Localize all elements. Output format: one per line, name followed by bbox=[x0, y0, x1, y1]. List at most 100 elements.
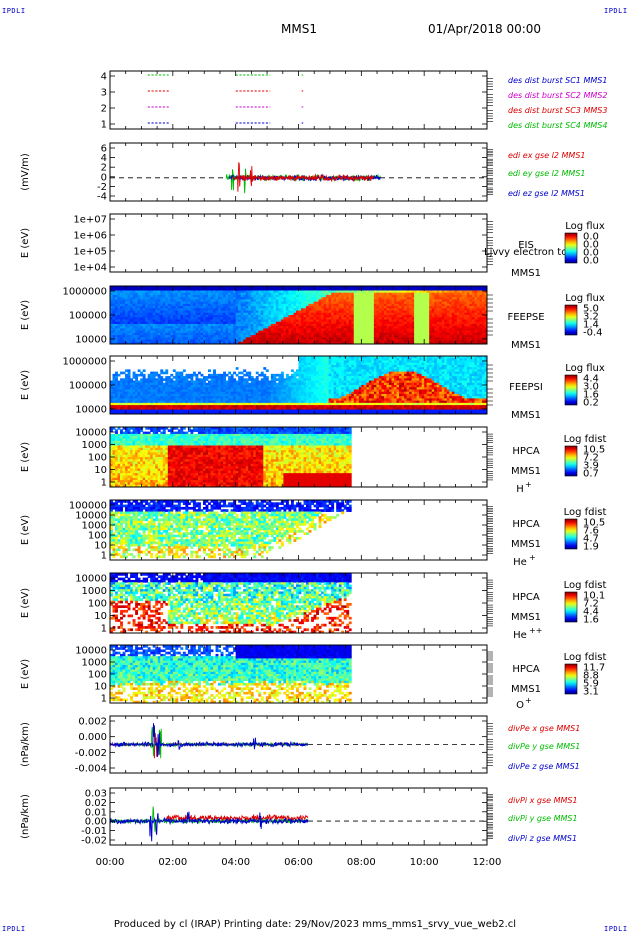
spectrogram-cell bbox=[280, 337, 284, 340]
spectrogram-cell bbox=[406, 323, 410, 327]
spectrogram-cell bbox=[165, 337, 169, 340]
spectrogram-cell bbox=[411, 341, 415, 345]
spectrogram-cell bbox=[155, 341, 159, 345]
spectrogram-cell bbox=[394, 306, 397, 309]
spectrogram-cell bbox=[192, 299, 196, 303]
spectrogram-cell bbox=[238, 303, 242, 307]
spectrogram-cell bbox=[338, 315, 342, 318]
spectrogram-cell bbox=[165, 297, 169, 300]
spectrogram-cell bbox=[471, 323, 475, 327]
spectrogram-cell bbox=[142, 303, 146, 307]
spectrogram-cell bbox=[409, 341, 412, 345]
spectrogram-cell bbox=[386, 335, 390, 338]
spectrogram-cell bbox=[132, 389, 136, 393]
spectrogram-cell bbox=[115, 297, 118, 300]
spectrogram-cell bbox=[280, 312, 284, 316]
spectrogram-cell bbox=[250, 330, 254, 334]
spectrogram-cell bbox=[326, 341, 330, 345]
spectrogram-cell bbox=[278, 315, 282, 318]
spectrogram-cell bbox=[326, 301, 330, 305]
spectrogram-cell bbox=[303, 317, 307, 320]
spectrogram-cell bbox=[298, 294, 302, 298]
spectrogram-cell bbox=[110, 306, 113, 309]
spectrogram-cell bbox=[361, 319, 365, 323]
spectrogram-cell bbox=[414, 303, 418, 307]
spectrogram-cell bbox=[245, 303, 249, 307]
spectrogram-cell bbox=[120, 378, 123, 381]
spectrogram-cell bbox=[177, 376, 181, 379]
spectrogram-cell bbox=[434, 341, 438, 345]
spectrogram-cell bbox=[333, 319, 337, 323]
spectrogram-cell bbox=[142, 409, 146, 413]
spectrogram-cell bbox=[353, 317, 357, 320]
spectrogram-cell bbox=[228, 341, 232, 345]
spectrogram-cell bbox=[223, 299, 227, 303]
spectrogram-cell bbox=[165, 376, 169, 379]
spectrogram-cell bbox=[298, 310, 302, 314]
spectrogram-cell bbox=[243, 339, 247, 343]
spectrogram-cell bbox=[381, 321, 385, 325]
spectrogram-cell bbox=[228, 315, 232, 318]
spectrogram-cell bbox=[278, 337, 282, 340]
spectrogram-cell bbox=[424, 326, 428, 329]
spectrogram-cell bbox=[117, 323, 121, 327]
spectrogram-cell bbox=[137, 330, 141, 334]
spectrogram-cell bbox=[481, 299, 485, 303]
spectrogram-cell bbox=[135, 407, 139, 410]
spectrogram-cell bbox=[419, 341, 423, 345]
spectrogram-cell bbox=[130, 294, 134, 298]
spectrogram-cell bbox=[160, 323, 164, 327]
spectrogram-cell bbox=[414, 308, 418, 311]
spectrogram-cell bbox=[394, 335, 397, 338]
spectrogram-cell bbox=[238, 335, 242, 338]
spectrogram-cell bbox=[255, 301, 259, 305]
spectrogram-cell bbox=[383, 328, 387, 332]
spectrogram-cell bbox=[446, 303, 450, 307]
spectrogram-cell bbox=[162, 411, 166, 415]
spectrogram-cell bbox=[187, 396, 191, 399]
spectrogram-cell bbox=[396, 299, 400, 303]
spectrogram-cell bbox=[273, 341, 277, 345]
spectrogram-cell bbox=[311, 288, 314, 291]
spectrogram-cell bbox=[112, 391, 116, 395]
spectrogram-cell bbox=[394, 330, 397, 334]
spectrogram-cell bbox=[293, 330, 297, 334]
spectrogram-cell bbox=[195, 328, 199, 332]
spectrogram-cell bbox=[248, 286, 252, 289]
spectrogram-cell bbox=[404, 317, 407, 320]
spectrogram-cell bbox=[293, 321, 297, 325]
spectrogram-cell bbox=[441, 299, 445, 303]
spectrogram-cell bbox=[381, 290, 385, 294]
spectrogram-cell bbox=[157, 373, 161, 377]
spectrogram-cell bbox=[248, 317, 252, 320]
spectrogram-cell bbox=[434, 335, 438, 338]
spectrogram-cell bbox=[288, 288, 292, 291]
spectrogram-cell bbox=[326, 303, 330, 307]
spectrogram-cell bbox=[140, 310, 144, 314]
spectrogram-cell bbox=[396, 341, 400, 345]
spectrogram-cell bbox=[290, 288, 294, 291]
spectrogram-cell bbox=[361, 312, 365, 316]
spectrogram-cell bbox=[228, 310, 232, 314]
spectrogram-cell bbox=[235, 335, 239, 338]
spectrogram-cell bbox=[137, 400, 141, 404]
spectrogram-cell bbox=[383, 330, 387, 334]
spectrogram-cell bbox=[366, 328, 370, 332]
spectrogram-cell bbox=[147, 310, 151, 314]
spectrogram-cell bbox=[230, 337, 234, 340]
spectrogram-cell bbox=[318, 317, 322, 320]
spectrogram-cell bbox=[333, 290, 337, 294]
spectrogram-cell bbox=[130, 337, 134, 340]
spectrogram-cell bbox=[200, 337, 204, 340]
spectrogram-cell bbox=[263, 332, 267, 336]
spectrogram-cell bbox=[110, 402, 113, 406]
spectrogram-cell bbox=[155, 396, 159, 399]
spectrogram-cell bbox=[451, 339, 455, 343]
spectrogram-cell bbox=[245, 319, 249, 323]
spectrogram-cell bbox=[185, 376, 189, 379]
spectrogram-cell bbox=[373, 339, 377, 343]
spectrogram-cell bbox=[378, 335, 382, 338]
spectrogram-cell bbox=[142, 376, 146, 379]
spectrogram-cell bbox=[125, 391, 128, 395]
spectrogram-cell bbox=[459, 341, 463, 345]
